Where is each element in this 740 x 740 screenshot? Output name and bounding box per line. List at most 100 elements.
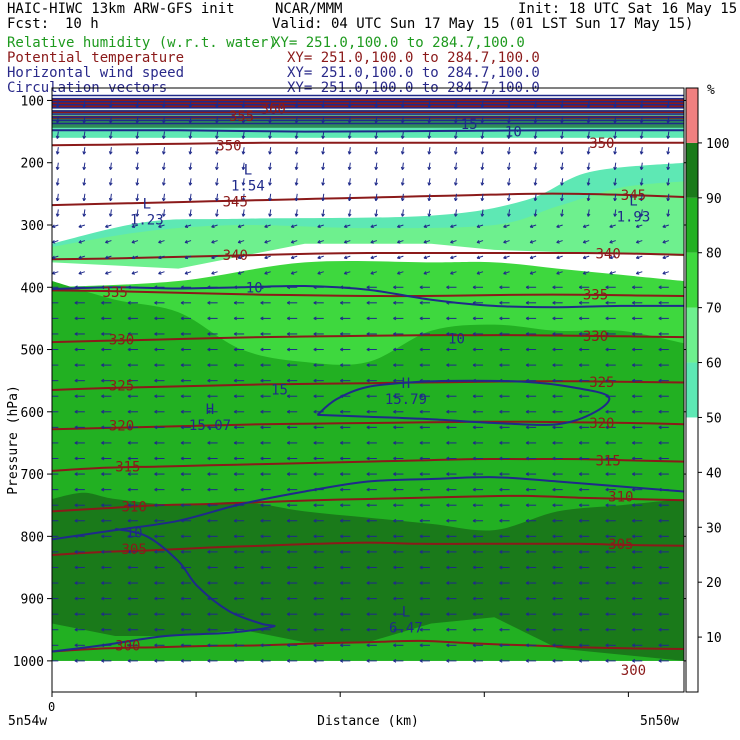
circulation-vector-head: [127, 300, 131, 305]
circulation-vector-head: [419, 503, 423, 508]
circulation-vector-head: [419, 487, 423, 492]
circulation-vector-head: [340, 643, 344, 648]
circulation-vector: [184, 240, 192, 244]
circulation-vector-head: [313, 347, 317, 352]
circulation-vector: [508, 115, 511, 124]
circulation-vector: [189, 147, 192, 155]
circulation-vector: [83, 162, 86, 170]
circulation-vector-head: [578, 409, 583, 414]
circulation-vector-head: [286, 409, 291, 414]
field-label: Horizontal wind speed: [7, 65, 184, 81]
circulation-vector: [163, 193, 165, 201]
circulation-vector-head: [639, 197, 644, 202]
circulation-vector-head: [472, 456, 476, 461]
circulation-vector-head: [286, 441, 291, 445]
circulation-vector: [454, 209, 457, 217]
circulation-vector-head: [207, 456, 211, 461]
circulation-vector-head: [419, 425, 423, 430]
circulation-vector-head: [180, 643, 184, 648]
circulation-vector-head: [499, 627, 503, 632]
circulation-vector-head: [632, 658, 636, 663]
circulation-vector-head: [313, 425, 317, 430]
circulation-vector-head: [366, 643, 370, 648]
circulation-vector-head: [499, 596, 503, 601]
colorbar-tick-label: 30: [706, 521, 722, 536]
circulation-vector-head: [632, 643, 636, 648]
circulation-vector: [242, 193, 245, 201]
circulation-vector: [131, 240, 139, 244]
circulation-vector-head: [658, 658, 662, 663]
circulation-vector-head: [393, 643, 397, 648]
circulation-vector-head: [632, 550, 636, 554]
circulation-vector-head: [313, 581, 317, 585]
circulation-vector: [508, 162, 511, 170]
theta-label: 325: [109, 379, 134, 395]
circulation-vector-head: [180, 456, 184, 461]
extremum-marker: L: [143, 197, 151, 213]
circulation-vector-head: [154, 441, 158, 445]
circulation-vector-head: [613, 151, 617, 155]
circulation-vector-head: [108, 166, 113, 171]
circulation-vector-head: [233, 363, 238, 367]
circulation-vector-head: [419, 565, 423, 570]
colorbar-band: [686, 197, 698, 253]
colorbar-band: [686, 307, 698, 363]
circulation-vector-head: [286, 503, 291, 508]
theta-label: 300: [621, 663, 646, 679]
ground: [52, 663, 684, 692]
circulation-vector-head: [52, 240, 56, 244]
circulation-vector-head: [101, 627, 105, 632]
circulation-vector-head: [101, 518, 105, 523]
circulation-vector: [667, 178, 670, 186]
circulation-vector: [317, 240, 324, 244]
circulation-vector: [667, 147, 670, 155]
circulation-vector-head: [207, 300, 211, 305]
theta-contours: [52, 98, 684, 653]
circulation-vector-head: [578, 425, 583, 430]
circulation-vector-head: [582, 224, 587, 229]
circulation-vector-head: [658, 409, 662, 414]
circulation-vector-head: [605, 300, 609, 305]
circulation-vector-head: [366, 409, 370, 414]
header-fcst-value: 10 h: [65, 16, 99, 32]
circulation-vector-head: [366, 581, 370, 585]
rh-fill-region: [52, 181, 684, 269]
circulation-vector-head: [313, 300, 317, 305]
circulation-vector: [295, 162, 298, 170]
circulation-vector-head: [154, 518, 158, 523]
circulation-vector-head: [393, 534, 397, 539]
circulation-vector-head: [347, 135, 352, 139]
circulation-vector: [348, 115, 351, 124]
circulation-vector-head: [260, 518, 264, 523]
circulation-vector-head: [552, 456, 556, 461]
circulation-vector-head: [135, 104, 140, 108]
circulation-vector: [401, 178, 404, 186]
circulation-vector-head: [101, 472, 105, 476]
circulation-vector-head: [161, 120, 166, 124]
circulation-vector-head: [154, 596, 158, 601]
circulation-vector-head: [632, 363, 636, 367]
circulation-vector-head: [472, 441, 476, 445]
circulation-vector-head: [446, 565, 450, 570]
circulation-vector-head: [74, 503, 78, 508]
circulation-vector-head: [658, 300, 662, 305]
circulation-vector-head: [632, 487, 636, 492]
circulation-vector-head: [658, 472, 662, 476]
circulation-vector-head: [260, 596, 264, 601]
circulation-vector: [317, 224, 324, 228]
circulation-vector-head: [74, 363, 78, 367]
circulation-vector: [109, 162, 112, 170]
circulation-vector-head: [658, 612, 662, 617]
circulation-vector-head: [286, 518, 291, 523]
circulation-vector: [158, 224, 165, 228]
circulation-vector-head: [393, 596, 397, 601]
colorbar-tick-label: 60: [706, 357, 722, 372]
extremum-value: 6.47: [389, 620, 423, 636]
circulation-vector-head: [666, 120, 671, 124]
y-tick-label: 200: [21, 157, 44, 172]
circulation-vector-head: [347, 197, 352, 202]
circulation-vector-head: [560, 135, 564, 139]
circulation-vector-head: [609, 255, 613, 260]
circulation-vector-head: [446, 285, 450, 290]
circulation-vector: [556, 255, 563, 259]
